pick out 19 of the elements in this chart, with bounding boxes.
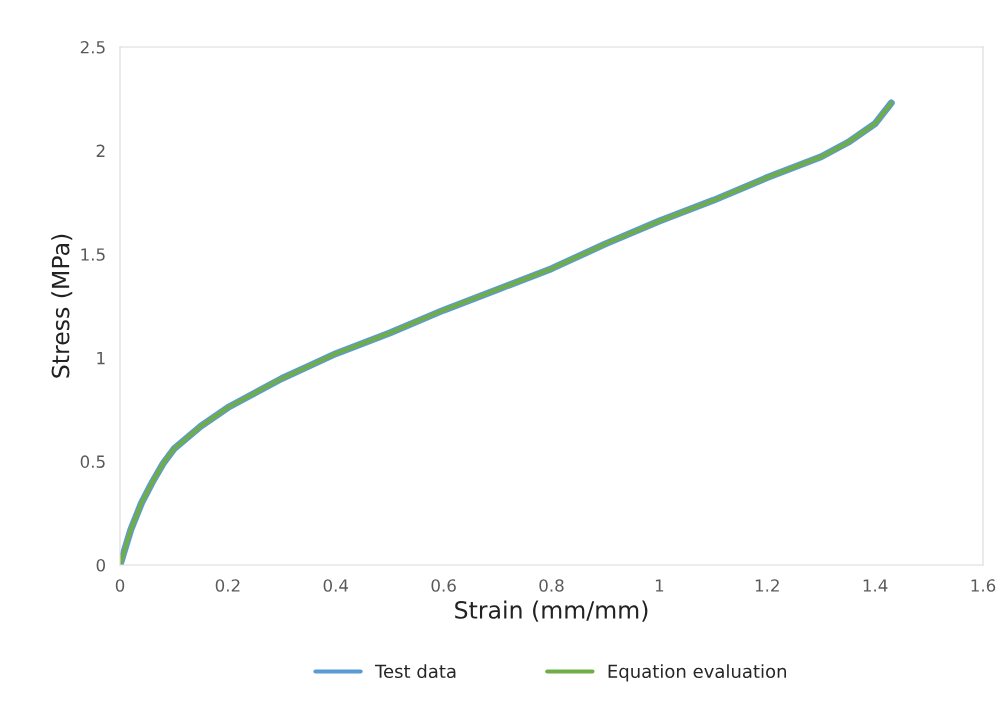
y-axis-title: Stress (MPa) bbox=[51, 234, 73, 378]
x-tick-label: 0.2 bbox=[215, 579, 240, 592]
x-axis-title: Strain (mm/mm) bbox=[455, 600, 648, 622]
legend-label: Test data bbox=[374, 664, 456, 679]
x-tick-label: 1.6 bbox=[971, 579, 996, 592]
y-tick-label: 2.5 bbox=[80, 40, 105, 54]
y-tick-label: 1 bbox=[97, 351, 105, 365]
x-tick-label: 0.8 bbox=[539, 579, 564, 592]
x-tick-label: 1.2 bbox=[755, 579, 779, 592]
x-tick-label: 0.4 bbox=[323, 579, 349, 592]
y-tick-label: 1.5 bbox=[81, 248, 105, 261]
y-tick-label: 0.5 bbox=[80, 455, 105, 468]
x-tick-label: 1.4 bbox=[863, 579, 888, 592]
y-tick-label: 0 bbox=[96, 558, 105, 572]
y-tick-label: 2 bbox=[96, 144, 105, 157]
x-tick-label: 0 bbox=[115, 579, 125, 592]
legend-label: Equation evaluation bbox=[608, 664, 786, 682]
x-tick-label: 0.6 bbox=[431, 579, 456, 592]
x-tick-label: 1 bbox=[655, 579, 664, 592]
